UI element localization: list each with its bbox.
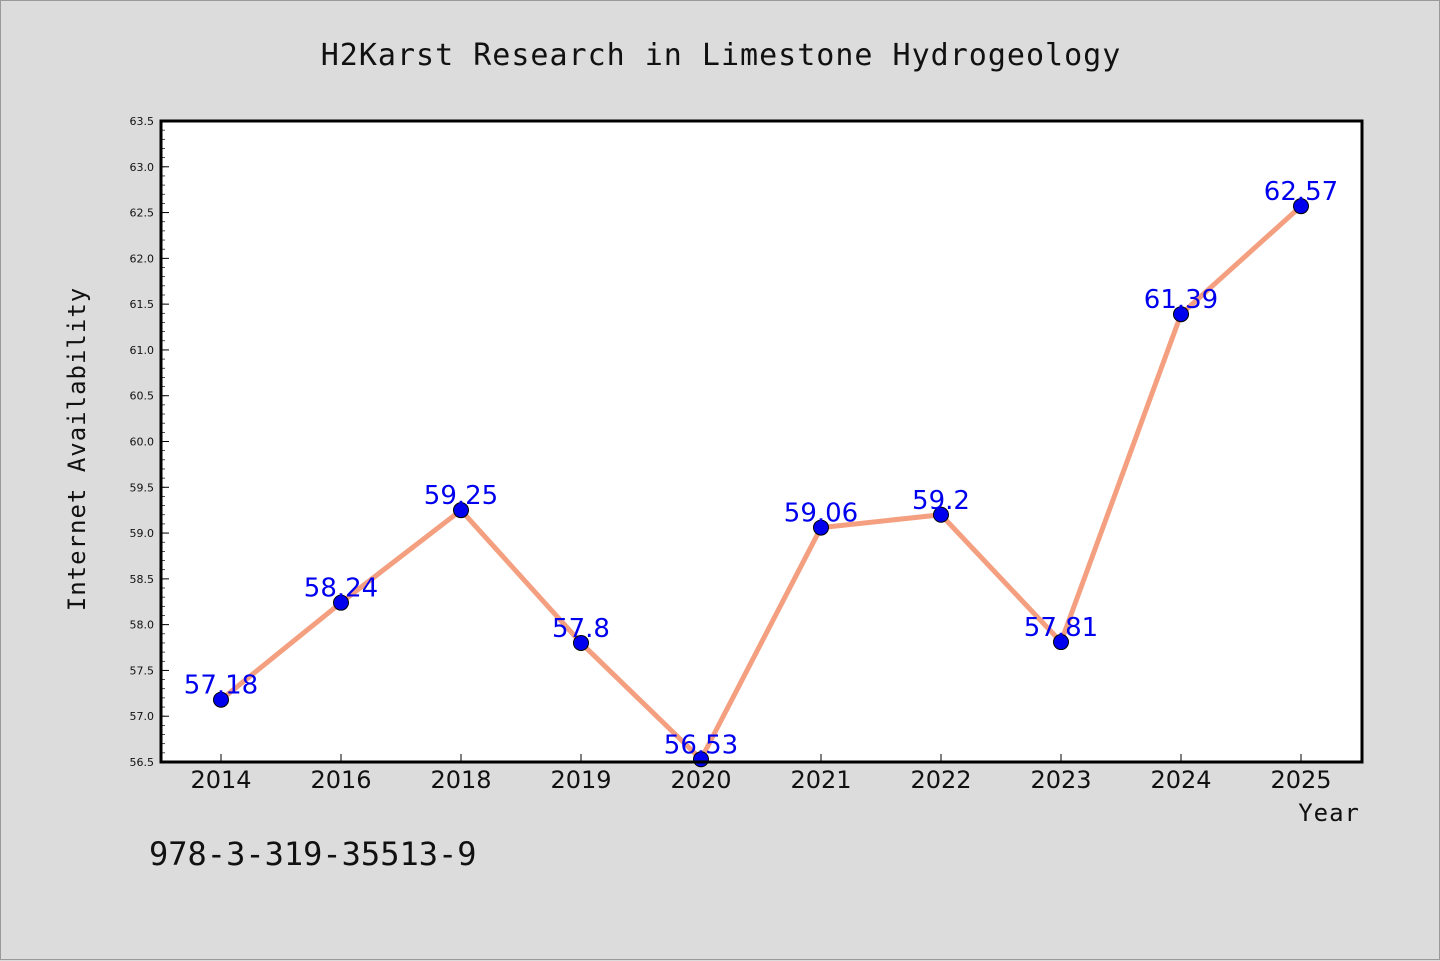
data-point bbox=[813, 519, 829, 536]
x-tick-label: 2025 bbox=[1270, 766, 1331, 794]
x-tick-label: 2023 bbox=[1030, 766, 1091, 794]
y-tick-label: 60.0 bbox=[130, 436, 155, 449]
y-tick-label: 61.0 bbox=[130, 344, 155, 357]
data-point bbox=[1053, 634, 1069, 651]
y-tick-label: 60.5 bbox=[130, 390, 155, 403]
data-label: 59.06 bbox=[784, 499, 858, 529]
data-label: 62.57 bbox=[1264, 177, 1338, 207]
data-label: 57.8 bbox=[552, 614, 610, 644]
x-tick-label: 2016 bbox=[310, 766, 371, 794]
y-tick-label: 61.5 bbox=[130, 298, 155, 311]
chart-title: H2Karst Research in Limestone Hydrogeolo… bbox=[321, 38, 1122, 73]
data-point bbox=[453, 502, 469, 519]
series-line bbox=[218, 203, 1304, 762]
y-tick-label: 59.5 bbox=[130, 481, 155, 494]
y-tick-label: 62.5 bbox=[130, 207, 155, 220]
plot-border bbox=[159, 119, 1364, 764]
data-label: 57.18 bbox=[184, 671, 258, 701]
data-point bbox=[1173, 306, 1189, 323]
data-point bbox=[1293, 198, 1309, 215]
y-tick-label: 62.0 bbox=[130, 252, 155, 265]
data-label: 59.2 bbox=[912, 486, 970, 516]
x-tick-label: 2020 bbox=[670, 766, 731, 794]
x-tick-label: 2018 bbox=[430, 766, 491, 794]
data-label: 58.24 bbox=[304, 574, 378, 604]
y-tick-label: 58.0 bbox=[130, 619, 155, 632]
x-tick-label: 2024 bbox=[1150, 766, 1211, 794]
data-point bbox=[213, 691, 229, 708]
plot-area bbox=[161, 121, 1362, 762]
data-label: 57.81 bbox=[1024, 613, 1098, 643]
y-tick-label: 57.5 bbox=[130, 664, 155, 677]
x-tick-label: 2022 bbox=[910, 766, 971, 794]
y-tick-label: 58.5 bbox=[130, 573, 155, 586]
x-axis: 2014 2016 2018 2019 2020 2021 2022 2023 2024 2025 bbox=[190, 754, 1332, 794]
x-tick-label: 2014 bbox=[190, 766, 251, 794]
data-point bbox=[333, 594, 349, 611]
data-label: 61.39 bbox=[1144, 285, 1218, 315]
x-tick-label: 2021 bbox=[790, 766, 851, 794]
y-tick-label: 59.0 bbox=[130, 527, 155, 540]
data-label: 56.53 bbox=[664, 730, 738, 760]
y-tick-label: 56.5 bbox=[130, 756, 155, 769]
y-axis: 56.5 57.0 57.5 58.0 58.5 59.0 59.5 60.0 60.5 61.0… bbox=[130, 115, 169, 769]
x-tick-label: 2019 bbox=[550, 766, 611, 794]
data-point bbox=[573, 634, 589, 651]
y-tick-label: 63.0 bbox=[130, 161, 155, 174]
data-point bbox=[933, 506, 949, 523]
isbn-annotation: 978-3-319-35513-9 bbox=[149, 835, 477, 873]
y-tick-label: 57.0 bbox=[130, 710, 155, 723]
series-group bbox=[213, 198, 1309, 768]
x-axis-label: Year bbox=[1298, 799, 1360, 827]
y-axis-label: Internet Availability bbox=[63, 287, 91, 611]
data-label: 59.25 bbox=[424, 481, 498, 511]
data-labels-group: 57.18 58.24 59.25 57.8 56.53 59.06 59.2 57.81 61… bbox=[184, 177, 1338, 760]
y-tick-label: 63.5 bbox=[130, 115, 155, 128]
